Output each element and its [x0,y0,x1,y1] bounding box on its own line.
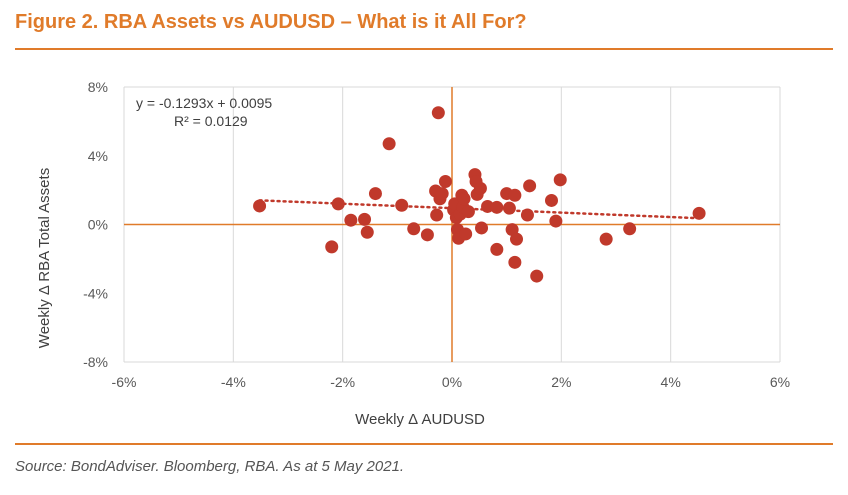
x-tick-label: -2% [330,374,355,390]
data-point [510,232,524,246]
data-point [457,192,471,206]
x-axis-label: Weekly Δ AUDUSD [355,411,485,428]
y-axis-label: Weekly Δ RBA Total Assets [36,168,53,348]
data-point [331,197,345,211]
data-point [508,255,522,269]
x-tick-label: -4% [221,374,246,390]
data-point [599,232,613,246]
data-point [358,212,372,226]
trendline [258,199,701,220]
data-point [623,222,637,236]
title-rule [15,48,833,50]
data-point [502,201,516,215]
data-point [490,242,504,256]
x-tick-label: 0% [442,374,462,390]
data-point [490,200,504,214]
x-tick-label: 2% [551,374,571,390]
zero-axes [124,87,780,362]
data-point [475,221,489,235]
y-tick-label: 4% [88,148,108,164]
x-tick-label: -6% [112,374,137,390]
data-point [430,208,444,222]
trendline-equation: y = -0.1293x + 0.0095 [136,95,272,111]
data-point [368,187,382,201]
data-point [692,206,706,220]
data-point [344,213,358,227]
trendline-r2: R² = 0.0129 [174,113,248,129]
data-point [544,193,558,207]
footer-rule [15,443,833,445]
data-point [461,205,475,219]
x-tick-label: 6% [770,374,790,390]
scatter-chart: -6% -4% -2% 0% 2% 4% 6% -8% -4% 0% 4% 8% y = -0.129… [36,79,790,428]
data-point [459,227,473,241]
data-point [530,269,544,283]
data-point [253,199,267,213]
y-tick-label: -4% [83,285,108,301]
y-tick-label: -8% [83,354,108,370]
data-point [520,208,534,222]
trendline-layer [258,199,701,220]
y-tick-label: 8% [88,79,108,95]
data-point [438,175,452,189]
data-point [431,106,445,120]
data-point [325,240,339,254]
data-point [473,181,487,195]
data-point [395,198,409,212]
data-point [420,228,434,242]
data-point [407,222,421,236]
data-point [435,187,449,201]
figure-title: Figure 2. RBA Assets vs AUDUSD – What is… [15,11,527,33]
data-point [523,179,537,193]
tick-labels: -6% -4% -2% 0% 2% 4% 6% -8% -4% 0% 4% 8% [83,79,790,390]
data-point [508,188,522,202]
x-tick-label: 4% [661,374,681,390]
source-note: Source: BondAdviser. Bloomberg, RBA. As … [15,458,405,475]
data-point [549,214,563,228]
data-point [360,225,374,239]
data-point [553,173,567,187]
points-layer [253,106,706,283]
data-point [382,137,396,151]
y-tick-label: 0% [88,217,108,233]
